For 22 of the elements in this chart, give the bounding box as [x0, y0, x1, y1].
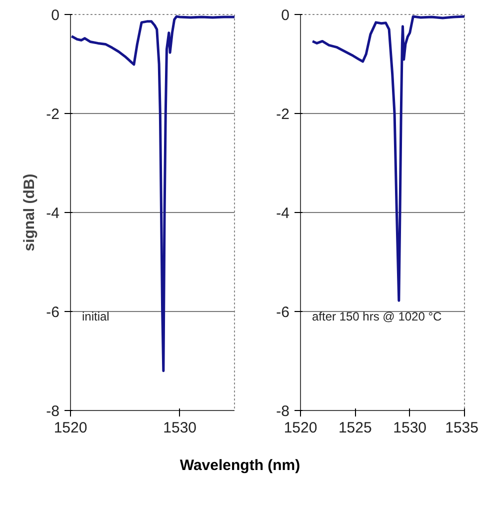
line-series [311, 15, 464, 302]
x-axis-title: Wavelength (nm) [180, 456, 300, 476]
y-tick-label: -4 [46, 205, 60, 222]
y-tick-label: -6 [46, 304, 60, 321]
y-tick-label: -2 [46, 106, 60, 123]
y-tick-label: 0 [51, 7, 60, 24]
y-tick-label: -6 [276, 304, 290, 321]
annotation: initial [82, 309, 110, 324]
x-tick-label: 1535 [445, 420, 479, 436]
y-tick-label: -2 [276, 106, 290, 123]
x-tick-label: 1520 [54, 420, 88, 436]
x-tick-label: 1530 [393, 420, 427, 436]
y-tick-label: -8 [276, 403, 290, 420]
y-axis-title: signal (dB) [21, 174, 38, 252]
x-tick-label: 1525 [338, 420, 372, 436]
y-tick-label: -4 [276, 205, 290, 222]
x-tick-label: 1520 [284, 420, 318, 436]
x-tick-label: 1530 [163, 420, 197, 436]
y-tick-label: -8 [46, 403, 60, 420]
y-tick-label: 0 [281, 7, 290, 24]
annotation: after 150 hrs @ 1020 °C [312, 309, 442, 324]
line-series [70, 15, 234, 372]
